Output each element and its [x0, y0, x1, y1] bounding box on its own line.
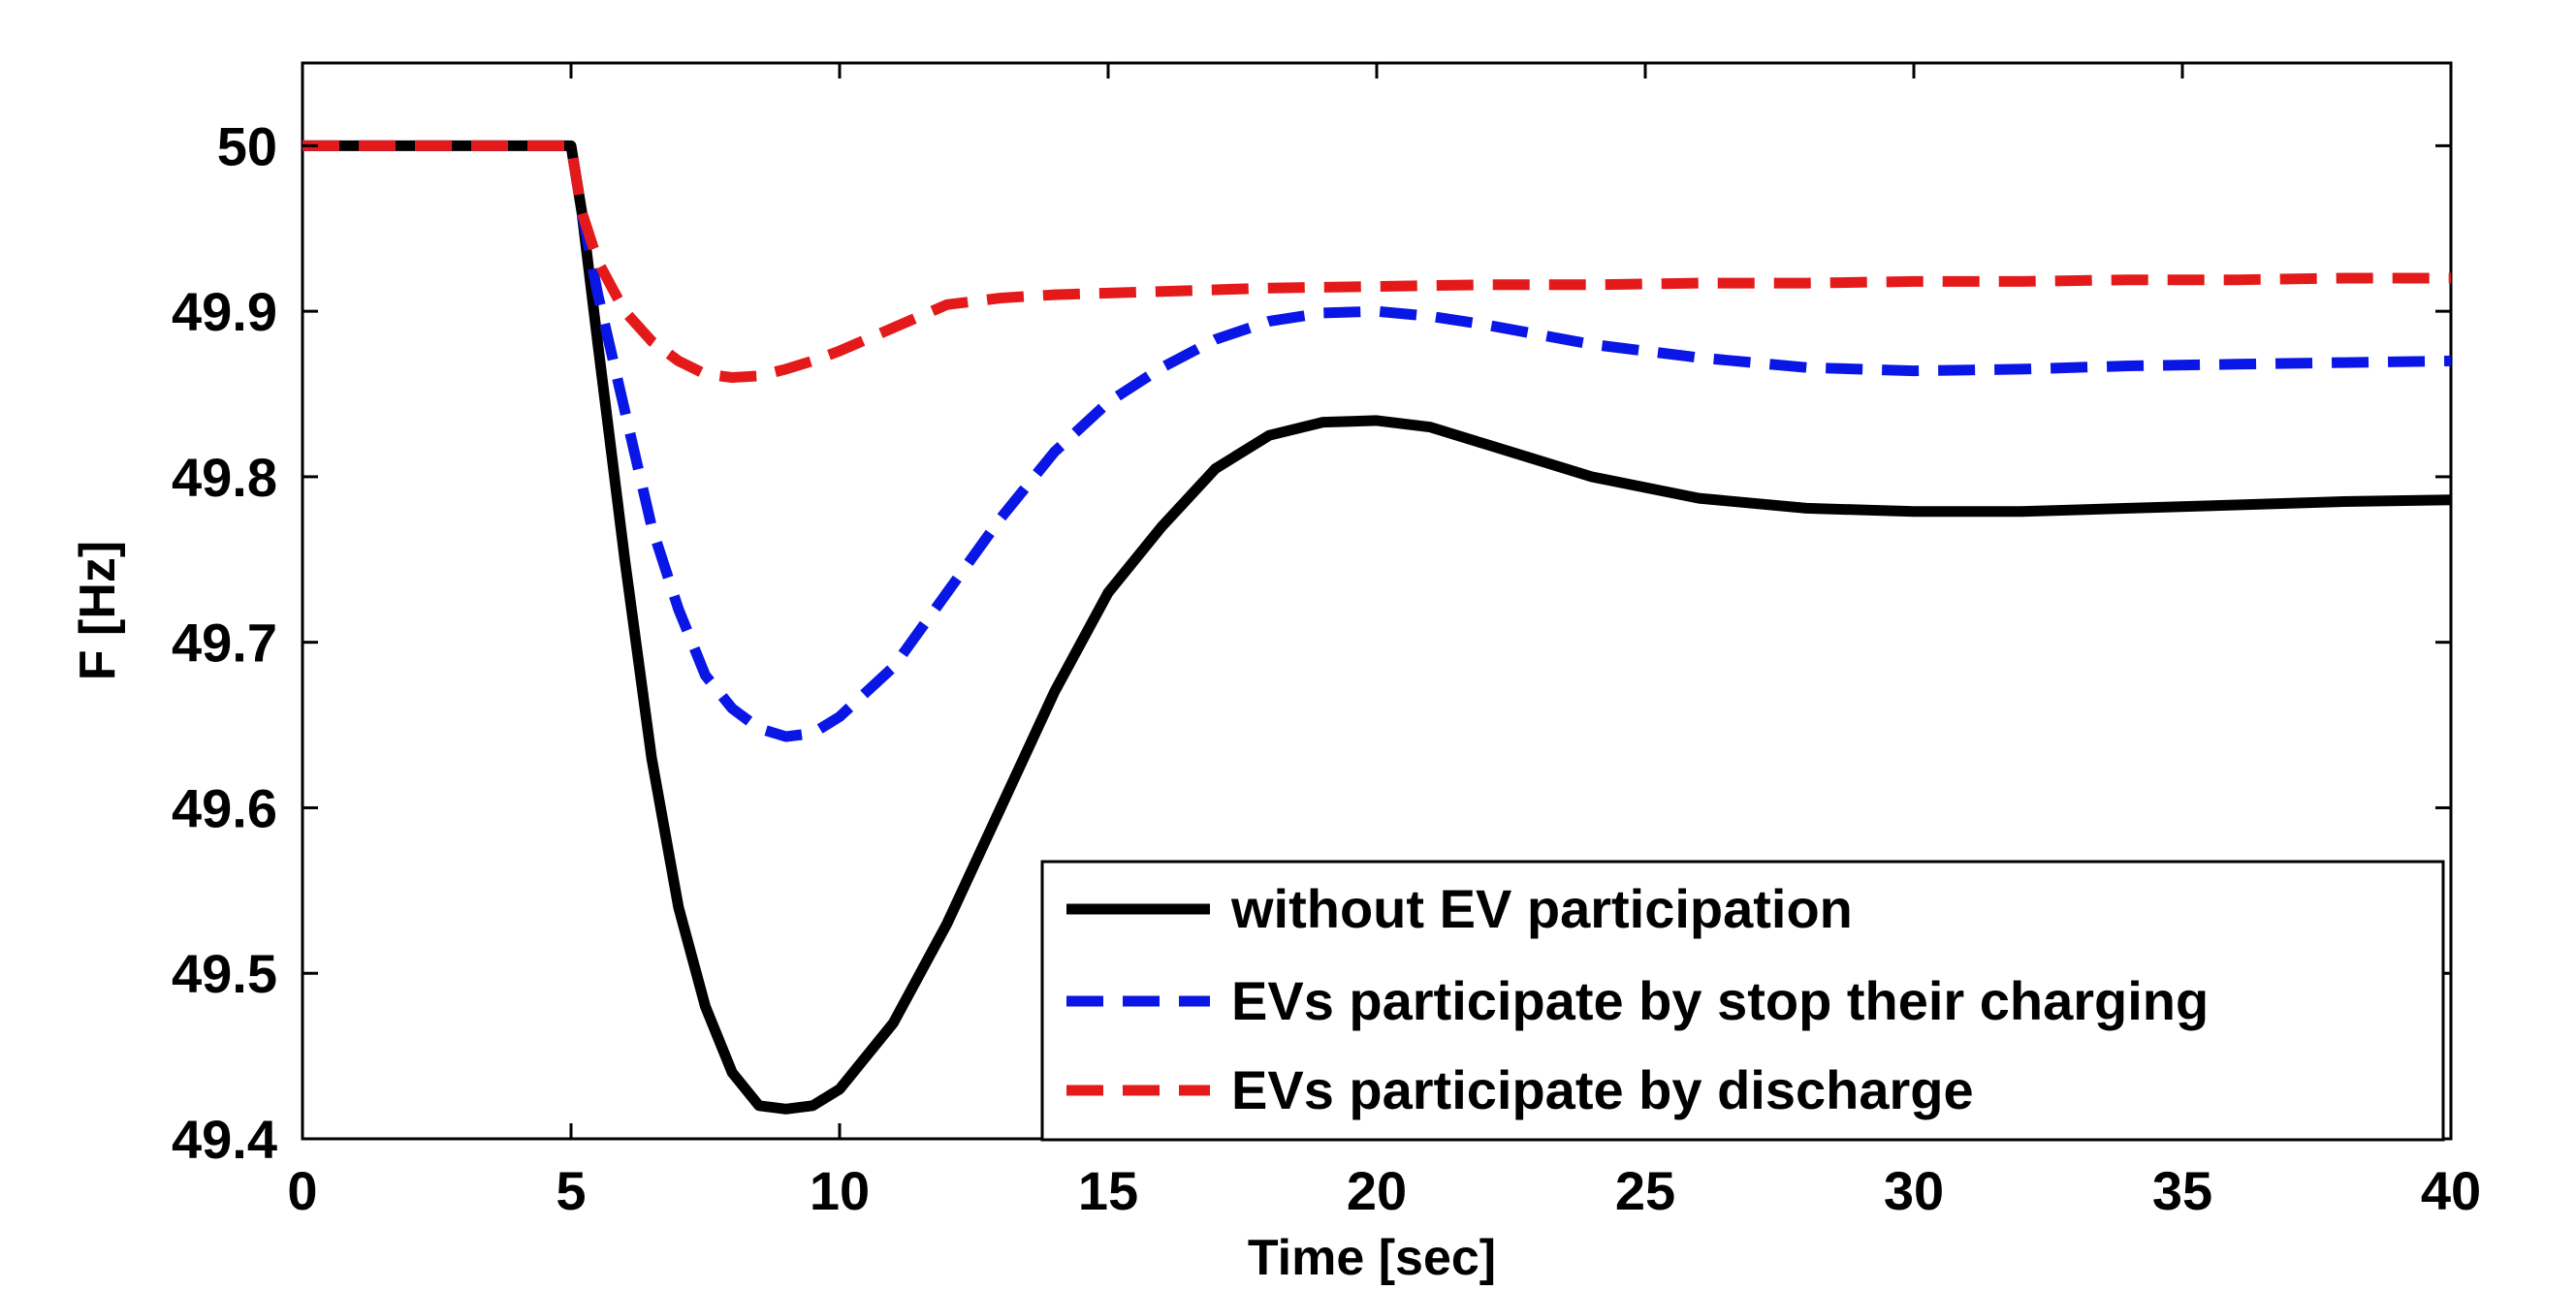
y-tick-label: 49.8: [172, 447, 277, 508]
y-tick-label: 49.4: [172, 1109, 277, 1170]
x-tick-label: 5: [556, 1160, 586, 1221]
legend-box: [1040, 860, 2445, 1142]
x-tick-label: 40: [2421, 1160, 2481, 1221]
series-line-1: [302, 140, 2452, 742]
legend-label-1: EVs participate by stop their charging: [1231, 970, 2209, 1031]
x-tick-label: 35: [2152, 1160, 2212, 1221]
x-axis-label: Time [sec]: [1248, 1230, 1496, 1286]
legend-label-2: EVs participate by discharge: [1231, 1059, 1974, 1120]
series-line-0: [302, 140, 2452, 1115]
x-tick-label: 0: [287, 1160, 317, 1221]
x-tick-label: 30: [1884, 1160, 1944, 1221]
y-tick-label: 49.6: [172, 777, 277, 838]
y-tick-label: 49.5: [172, 943, 277, 1004]
x-tick-label: 15: [1078, 1160, 1138, 1221]
y-tick-label: 50: [217, 115, 277, 176]
series-layer: [302, 140, 2452, 1115]
y-tick-label: 49.9: [172, 281, 277, 342]
series-line-2: [302, 140, 2451, 383]
y-axis-label: F [Hz]: [70, 541, 126, 680]
x-tick-label: 20: [1347, 1160, 1407, 1221]
legend-label-0: without EV participation: [1230, 878, 1853, 939]
x-tick-label: 10: [810, 1160, 870, 1221]
x-tick-label: 25: [1615, 1160, 1675, 1221]
legend: without EV participation EVs participate…: [1040, 860, 2445, 1142]
axes-layer: 0 5 10 15 20 25 30 35 40 49.4 49.5 49.6 49.7 49.8 49.9…: [172, 63, 2481, 1221]
y-tick-label: 49.7: [172, 613, 277, 674]
